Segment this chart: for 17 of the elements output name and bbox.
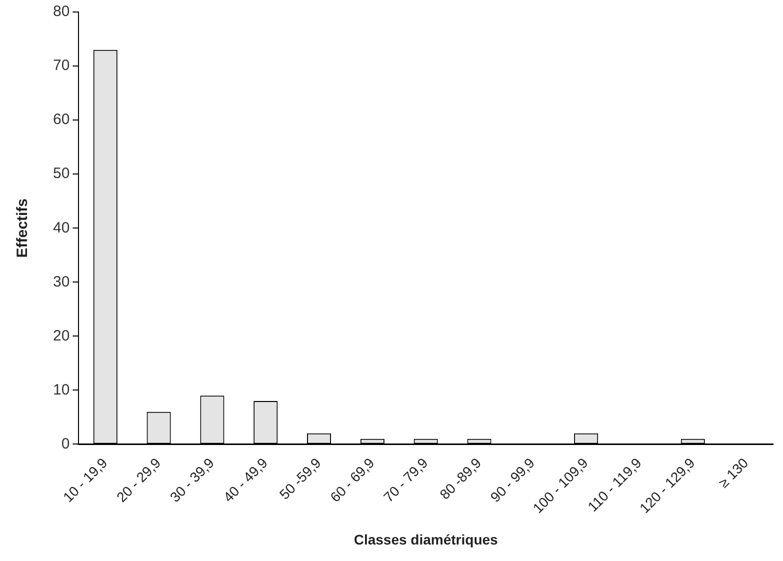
y-tick-label: 0 bbox=[61, 435, 70, 452]
y-tick-label: 20 bbox=[52, 327, 70, 344]
x-tick-label: ≥ 130 bbox=[715, 454, 752, 491]
x-axis-title: Classes diamétriques bbox=[354, 531, 498, 548]
x-tick-label: 30 - 39,9 bbox=[166, 454, 218, 506]
y-tick-label: 70 bbox=[52, 57, 70, 74]
y-tick-label: 80 bbox=[52, 3, 70, 20]
y-axis-title: Effectifs bbox=[14, 198, 32, 258]
x-tick-label: 40 - 49,9 bbox=[220, 454, 271, 506]
y-tick-label: 10 bbox=[52, 381, 70, 398]
y-tick-label: 30 bbox=[52, 273, 70, 290]
x-tick-label: 70 - 79,9 bbox=[380, 454, 431, 506]
y-tick-label: 50 bbox=[52, 165, 70, 182]
x-tick-label: 60 - 69,9 bbox=[326, 454, 378, 506]
y-tick-label: 60 bbox=[52, 111, 70, 128]
x-tick-label: 90 - 99,9 bbox=[487, 454, 538, 506]
y-tick-label: 40 bbox=[52, 219, 70, 236]
